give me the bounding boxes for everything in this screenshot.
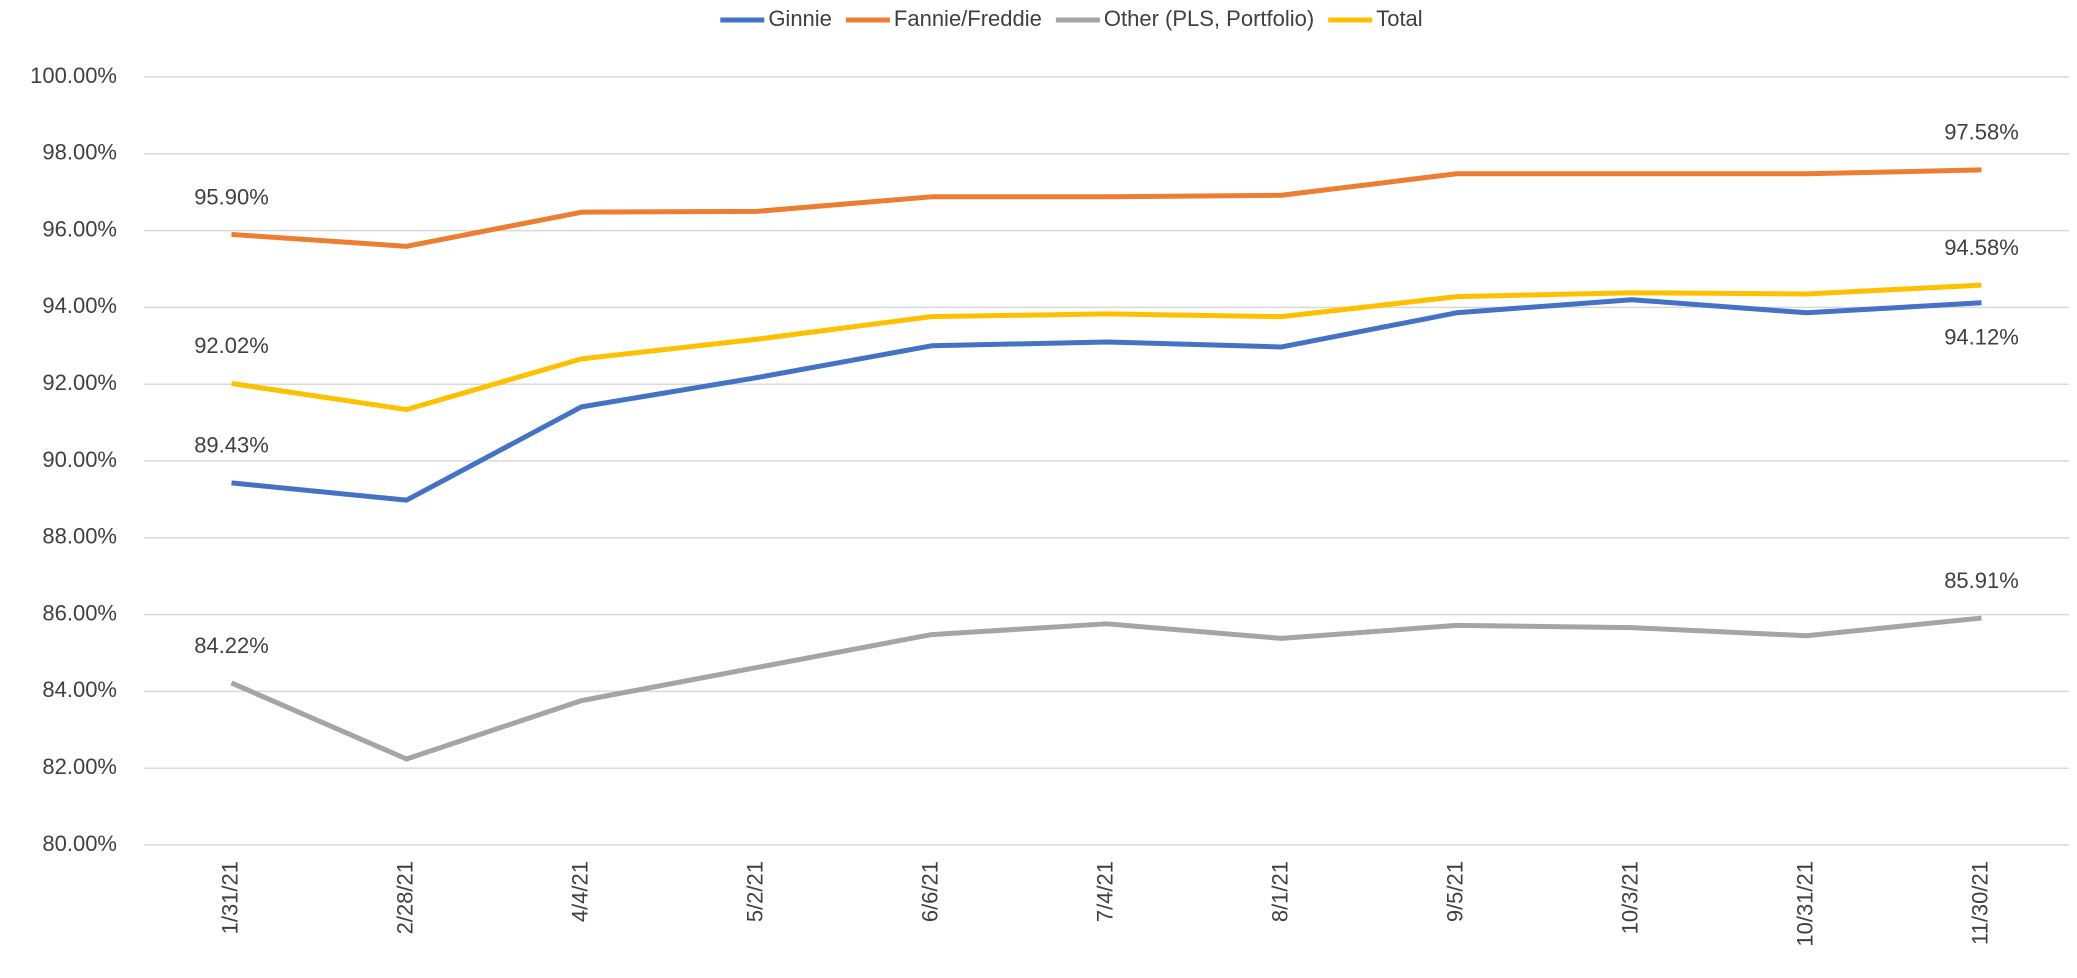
series-line bbox=[231, 167, 1982, 249]
legend-label: Total bbox=[1376, 6, 1422, 31]
data-label: 94.12% bbox=[1944, 325, 2019, 350]
y-tick-label: 88.00% bbox=[42, 524, 117, 549]
y-tick-label: 80.00% bbox=[42, 831, 117, 856]
y-tick-label: 90.00% bbox=[42, 447, 117, 472]
y-tick-label: 96.00% bbox=[42, 216, 117, 241]
data-label: 94.58% bbox=[1944, 235, 2019, 260]
data-label: 85.91% bbox=[1944, 568, 2019, 593]
x-tick-label: 5/2/21 bbox=[742, 861, 767, 922]
x-tick-label: 6/6/21 bbox=[917, 861, 942, 922]
x-tick-label: 7/4/21 bbox=[1092, 861, 1117, 922]
y-tick-label: 92.00% bbox=[42, 370, 117, 395]
data-label: 97.58% bbox=[1944, 120, 2019, 145]
x-tick-label: 10/31/21 bbox=[1792, 861, 1817, 947]
y-tick-label: 82.00% bbox=[42, 754, 117, 779]
x-tick-label: 4/4/21 bbox=[567, 861, 592, 922]
y-tick-label: 100.00% bbox=[30, 63, 117, 88]
legend-label: Ginnie bbox=[768, 6, 832, 31]
y-tick-label: 84.00% bbox=[42, 677, 117, 702]
x-tick-label: 1/31/21 bbox=[217, 861, 242, 934]
y-tick-label: 86.00% bbox=[42, 600, 117, 625]
series-line bbox=[231, 282, 1982, 413]
data-label: 95.90% bbox=[194, 184, 269, 209]
legend-label: Other (PLS, Portfolio) bbox=[1104, 6, 1314, 31]
series-line bbox=[231, 297, 1982, 503]
x-tick-label: 11/30/21 bbox=[1967, 861, 1992, 945]
series-line bbox=[230, 615, 1982, 762]
y-tick-label: 94.00% bbox=[42, 293, 117, 318]
data-label: 92.02% bbox=[194, 333, 269, 358]
legend-label: Fannie/Freddie bbox=[894, 6, 1042, 31]
x-tick-label: 10/3/21 bbox=[1617, 861, 1642, 934]
x-tick-label: 9/5/21 bbox=[1442, 861, 1467, 922]
data-label: 89.43% bbox=[194, 433, 269, 458]
x-tick-label: 2/28/21 bbox=[392, 861, 417, 934]
legend: Ginnie Fannie/Freddie Other (PLS, Portfoli… bbox=[720, 6, 1423, 31]
x-tick-label: 8/1/21 bbox=[1267, 861, 1292, 922]
data-label: 84.22% bbox=[194, 633, 269, 658]
y-tick-label: 98.00% bbox=[42, 140, 117, 165]
